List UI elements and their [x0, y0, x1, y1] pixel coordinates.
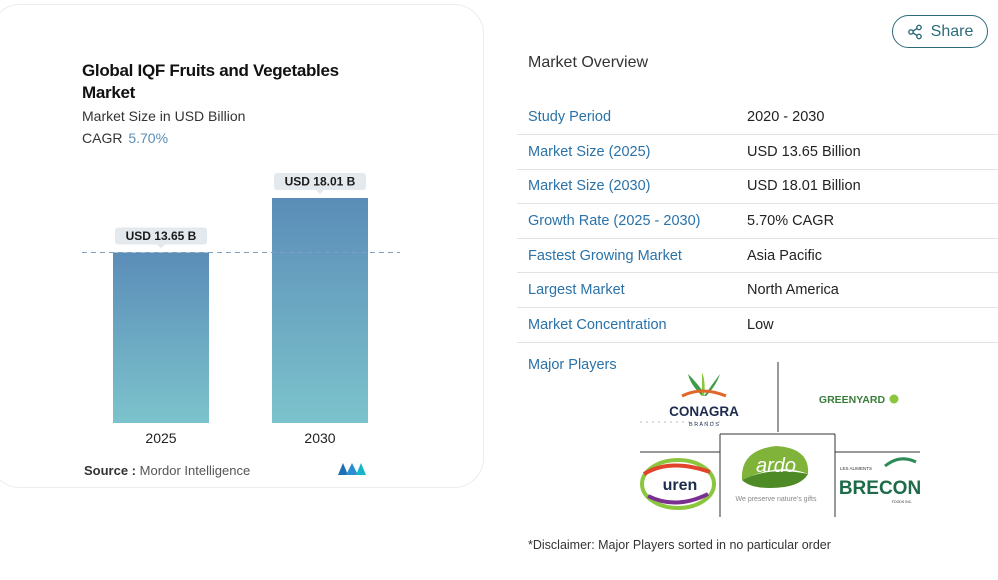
overview-row: Market Size (2025) USD 13.65 Billion	[517, 134, 998, 170]
svg-text:We preserve nature's gifts: We preserve nature's gifts	[736, 496, 817, 503]
overview-value: 2020 - 2030	[747, 100, 998, 136]
ardo-logo: ardo We preserve nature's gifts	[736, 446, 817, 503]
cagr-label: CAGR	[82, 130, 123, 146]
overview-value: North America	[747, 272, 998, 309]
svg-text:BRECON: BRECON	[839, 478, 921, 499]
overview-key[interactable]: Growth Rate (2025 - 2030)	[517, 203, 747, 239]
svg-text:GREENYARD: GREENYARD	[819, 394, 886, 406]
source-label: Source :	[84, 463, 137, 478]
share-button[interactable]: Share	[892, 15, 988, 48]
major-players-label[interactable]: Major Players	[528, 357, 617, 373]
x-tick-label: 2025	[145, 430, 176, 446]
overview-value: 5.70% CAGR	[747, 203, 998, 239]
brecon-logo: LES ALIMENTS BRECON FOODS INC.	[839, 457, 921, 504]
disclaimer-text: *Disclaimer: Major Players sorted in no …	[528, 538, 831, 552]
cagr-line: CAGR 5.70%	[82, 130, 168, 146]
overview-row: Market Size (2030) USD 18.01 Billion	[517, 169, 998, 205]
overview-value: Asia Pacific	[747, 238, 998, 274]
overview-value: Low	[747, 307, 998, 343]
svg-text:LES ALIMENTS: LES ALIMENTS	[840, 466, 872, 471]
overview-row: Fastest Growing Market Asia Pacific	[517, 238, 998, 274]
data-label: USD 13.65 B	[126, 229, 197, 243]
greenyard-logo: GREENYARD	[819, 394, 899, 406]
overview-key[interactable]: Market Size (2030)	[517, 169, 747, 205]
overview-row: Market Concentration Low	[517, 307, 998, 343]
overview-key[interactable]: Fastest Growing Market	[517, 238, 747, 274]
major-players-logos: CONAGRA B R A N D S GREENYARD uren ardo …	[640, 362, 921, 517]
data-label-pointer	[157, 244, 165, 249]
overview-table: Study Period 2020 - 2030 Market Size (2025…	[517, 100, 998, 343]
svg-text:ardo: ardo	[756, 455, 796, 477]
source-value: Mordor Intelligence	[139, 463, 251, 478]
overview-row: Largest Market North America	[517, 272, 998, 309]
bar-chart: USD 13.65 B 2025 USD 18.01 B 2030	[82, 173, 400, 446]
market-overview-title: Market Overview	[528, 54, 649, 71]
conagra-logo: CONAGRA B R A N D S	[669, 372, 739, 428]
chart-card	[0, 4, 484, 488]
data-label: USD 18.01 B	[285, 175, 356, 189]
svg-text:uren: uren	[663, 477, 698, 494]
svg-text:B R A N D S: B R A N D S	[689, 422, 719, 428]
overview-key[interactable]: Market Concentration	[517, 307, 747, 343]
svg-text:FOODS INC.: FOODS INC.	[892, 500, 912, 504]
svg-text:CONAGRA: CONAGRA	[669, 404, 739, 419]
overview-value: USD 13.65 Billion	[747, 134, 998, 170]
overview-key[interactable]: Largest Market	[517, 272, 747, 309]
share-icon	[907, 24, 922, 39]
data-label-background	[115, 227, 207, 245]
overview-row: Study Period 2020 - 2030	[517, 100, 998, 136]
overview-value: USD 18.01 Billion	[747, 169, 998, 205]
overview-key[interactable]: Market Size (2025)	[517, 134, 747, 170]
chart-title: Global IQF Fruits and Vegetables Market	[82, 61, 339, 102]
cagr-value: 5.70%	[128, 130, 169, 146]
source-line: Source : Mordor Intelligence	[84, 463, 250, 478]
data-label-background	[274, 173, 366, 190]
share-label: Share	[930, 22, 974, 40]
bar-2030	[272, 198, 368, 423]
overview-key[interactable]: Study Period	[517, 100, 747, 136]
chart-subtitle: Market Size in USD Billion	[82, 108, 246, 124]
x-tick-label: 2030	[304, 430, 335, 446]
overview-row: Growth Rate (2025 - 2030) 5.70% CAGR	[517, 203, 998, 239]
bar-2025	[113, 252, 209, 423]
mordor-intelligence-logo	[338, 463, 366, 475]
data-label-pointer	[316, 190, 324, 194]
uren-logo: uren	[640, 458, 716, 510]
